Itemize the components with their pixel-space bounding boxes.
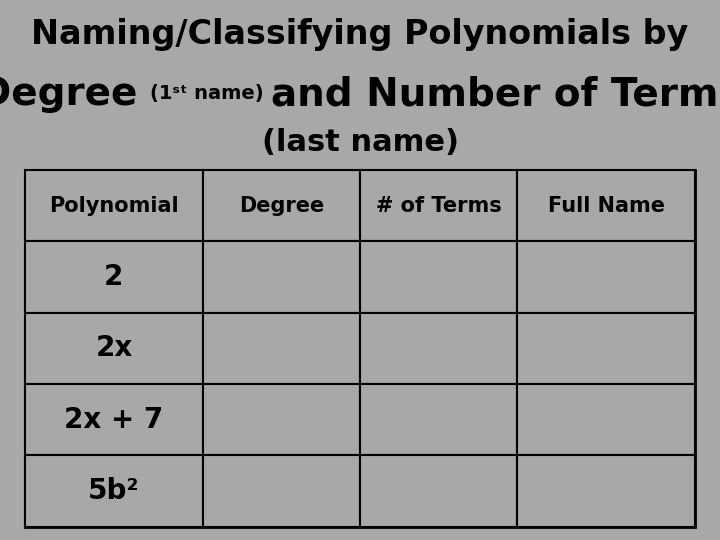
Bar [360,455,518,526]
Text: Polynomial: Polynomial [49,195,179,216]
Bar [360,241,518,313]
Text: Naming/Classifying Polynomials by: Naming/Classifying Polynomials by [32,18,688,51]
Text: # of Terms: # of Terms [376,195,502,216]
Bar [202,313,360,384]
Bar [518,170,695,241]
Bar [25,170,695,526]
Text: Degree: Degree [239,195,324,216]
Bar [360,313,518,384]
Bar [25,455,202,526]
Text: (last name): (last name) [261,128,459,157]
Text: 2x + 7: 2x + 7 [64,406,163,434]
Bar [518,241,695,313]
Bar [202,455,360,526]
Text: 5b²: 5b² [88,477,140,505]
Bar [360,170,518,241]
Bar [518,313,695,384]
Bar [25,313,202,384]
Text: Full Name: Full Name [548,195,665,216]
Bar [518,455,695,526]
Text: Degree: Degree [0,75,150,113]
Bar [518,384,695,455]
Text: (1ˢᵗ name): (1ˢᵗ name) [150,84,271,104]
Bar [25,170,202,241]
Bar [202,170,360,241]
Bar [202,384,360,455]
Bar [25,384,202,455]
Bar [202,241,360,313]
Bar [25,241,202,313]
Text: 2x: 2x [95,334,132,362]
Text: 2: 2 [104,263,124,291]
Bar [360,384,518,455]
Text: and Number of Terms: and Number of Terms [271,75,720,113]
